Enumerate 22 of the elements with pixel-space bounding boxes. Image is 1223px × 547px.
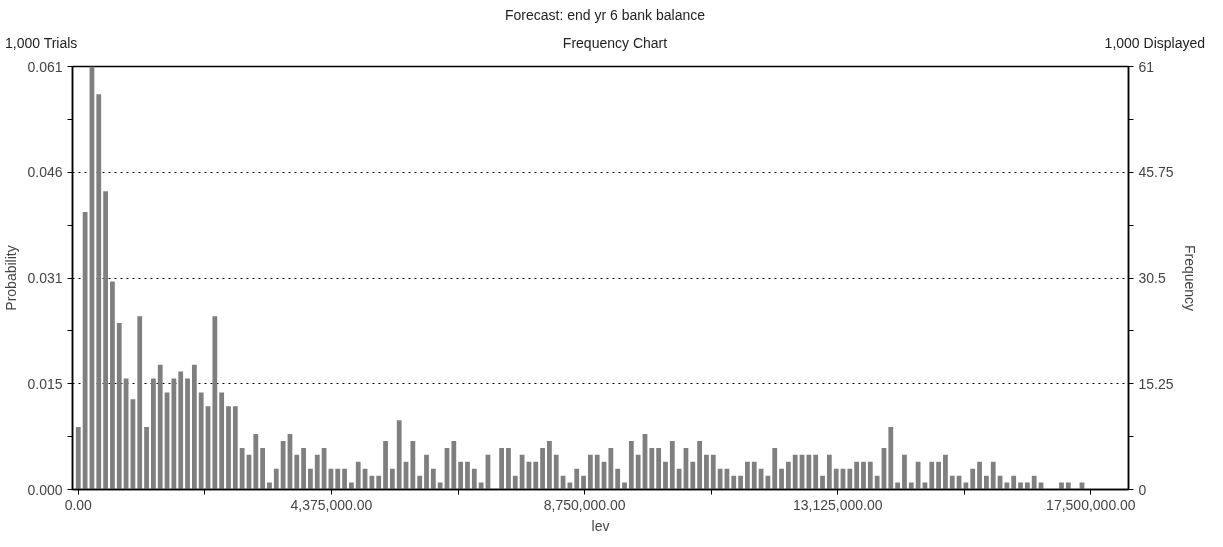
y2-tick-label: 61 <box>1138 58 1155 75</box>
x-tick-label: 8,750,000.00 <box>543 496 626 513</box>
y2-tick-label: 15.25 <box>1138 375 1174 392</box>
y-axis-title: Probability <box>3 245 20 311</box>
x-axis-title: lev <box>591 517 610 534</box>
y-tick-label: 0.015 <box>27 375 63 392</box>
text: 1,000 Displayed <box>1103 34 1205 53</box>
y-tick-label: 0.031 <box>27 270 63 286</box>
x-tick-label: 13,125,000.00 <box>792 496 883 513</box>
x-tick-label: 17,500,000.00 <box>1046 496 1136 513</box>
x-tick-label: 4,375,000.00 <box>290 496 373 513</box>
y2-tick-label: 0 <box>1138 481 1147 498</box>
y2-tick-label: 45.75 <box>1138 164 1174 181</box>
chart-subtitle: Frequency Chart <box>561 34 669 53</box>
y-tick-label: 0.061 <box>27 58 63 75</box>
y-tick-label: 0.046 <box>27 164 63 181</box>
x-tick-label: 0.00 <box>64 496 93 513</box>
text: 1,000 Trials <box>5 34 78 53</box>
y2-tick-label: 30.5 <box>1138 270 1166 286</box>
y-tick-label: 0.000 <box>27 481 63 498</box>
y2-axis-title: Frequency <box>1181 244 1198 312</box>
chart-title: Forecast: end yr 6 bank balance <box>504 6 706 25</box>
